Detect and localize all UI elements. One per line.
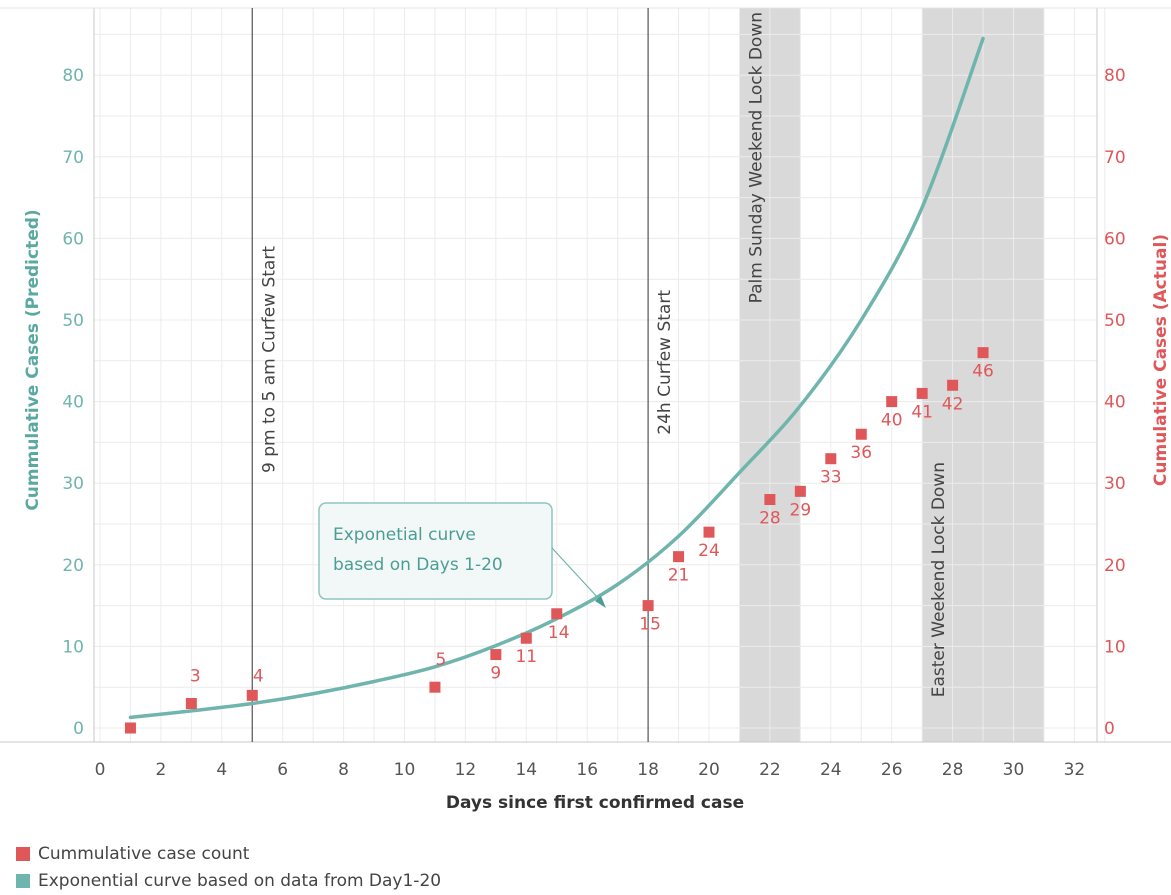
legend-label-case-count: Cummulative case count — [38, 843, 250, 864]
band-label-2: Easter Weekend Lock Down — [929, 462, 949, 697]
x-tick-label: 8 — [338, 760, 349, 780]
data-point — [520, 632, 532, 644]
x-tick-label: 10 — [394, 760, 416, 780]
y-tick-label-right: 0 — [1104, 719, 1115, 739]
exponential-curve-line — [128, 36, 985, 720]
y-tick-label-right: 50 — [1104, 311, 1126, 331]
data-label: 33 — [820, 468, 842, 488]
data-label: 21 — [668, 566, 690, 586]
data-point — [673, 551, 685, 563]
data-point — [916, 387, 928, 399]
reference-line-label-1: 9 pm to 5 am Curfew Start — [259, 246, 279, 473]
x-axis-label: Days since first confirmed case — [446, 793, 744, 813]
annotation-arrowhead — [595, 596, 606, 608]
data-point — [429, 681, 441, 693]
data-label: 3 — [190, 667, 201, 687]
annotation-leader-line — [551, 547, 601, 601]
y-axis-label-left: Cummulative Cases (Predicted) — [23, 209, 43, 510]
data-point — [947, 379, 959, 391]
data-label: 28 — [759, 509, 781, 529]
data-label: 46 — [972, 362, 994, 382]
legend-item-case-count: Cummulative case count — [16, 840, 441, 867]
x-tick-label: 26 — [881, 760, 903, 780]
y-tick-label-left: 20 — [62, 556, 84, 576]
y-tick-label-right: 40 — [1104, 393, 1126, 413]
y-tick-label-left: 50 — [62, 311, 84, 331]
data-point — [124, 722, 136, 734]
data-label: 14 — [548, 623, 570, 643]
legend-swatch-case-count — [16, 846, 30, 861]
x-tick-label: 28 — [942, 760, 964, 780]
x-tick-label: 20 — [698, 760, 720, 780]
data-label: 36 — [850, 443, 872, 463]
band-label-1: Palm Sunday Weekend Lock Down — [746, 12, 766, 303]
y-tick-label-left: 0 — [73, 719, 84, 739]
x-tick-label: 0 — [95, 760, 106, 780]
y-tick-label-left: 80 — [62, 66, 84, 86]
annotation-text-line: Exponetial curve — [333, 525, 476, 545]
x-tick-label: 24 — [820, 760, 842, 780]
data-label: 5 — [436, 650, 447, 670]
x-tick-label: 14 — [515, 760, 537, 780]
data-point — [794, 485, 806, 497]
data-label: 4 — [253, 666, 264, 686]
y-tick-label-left: 10 — [62, 637, 84, 657]
legend-label-exponential: Exponential curve based on data from Day… — [38, 870, 442, 891]
data-point — [855, 428, 867, 440]
data-point — [551, 608, 563, 620]
annotation-text-line: based on Days 1-20 — [333, 555, 503, 575]
x-tick-label: 4 — [216, 760, 227, 780]
y-tick-label-right: 60 — [1104, 229, 1126, 249]
data-point — [246, 689, 258, 701]
data-point — [886, 396, 898, 408]
y-tick-label-left: 40 — [62, 393, 84, 413]
reference-line-label-2: 24h Curfew Start — [655, 290, 675, 435]
data-label: 40 — [881, 411, 903, 431]
y-tick-label-right: 10 — [1104, 637, 1126, 657]
data-label: 9 — [490, 664, 501, 684]
y-tick-label-right: 70 — [1104, 148, 1126, 168]
data-label: 11 — [515, 647, 537, 667]
y-tick-label-right: 80 — [1104, 66, 1126, 86]
y-tick-label-left: 60 — [62, 229, 84, 249]
data-point — [185, 698, 197, 710]
legend-swatch-exponential — [16, 873, 30, 888]
data-label: 24 — [698, 541, 720, 561]
x-tick-label: 2 — [155, 760, 166, 780]
data-point — [703, 526, 715, 538]
data-label: 41 — [911, 402, 933, 422]
data-point — [977, 347, 989, 359]
data-label: 29 — [790, 500, 812, 520]
data-point — [764, 494, 776, 506]
x-tick-label: 16 — [576, 760, 598, 780]
data-point — [825, 453, 837, 465]
y-tick-label-left: 30 — [62, 474, 84, 494]
y-tick-label-right: 20 — [1104, 556, 1126, 576]
x-tick-label: 22 — [759, 760, 781, 780]
y-tick-label-right: 30 — [1104, 474, 1126, 494]
data-label: 15 — [639, 615, 661, 635]
data-label: 42 — [942, 394, 964, 414]
legend-item-exponential: Exponential curve based on data from Day… — [16, 867, 441, 894]
data-point — [642, 600, 654, 612]
y-tick-label-left: 70 — [62, 148, 84, 168]
x-tick-label: 32 — [1064, 760, 1086, 780]
x-tick-label: 30 — [1003, 760, 1025, 780]
legend: Cummulative case count Exponential curve… — [16, 840, 441, 894]
x-tick-label: 18 — [637, 760, 659, 780]
x-tick-label: 6 — [277, 760, 288, 780]
data-point — [490, 649, 502, 661]
x-tick-label: 12 — [455, 760, 477, 780]
y-axis-label-right: Cumulative Cases (Actual) — [1151, 234, 1171, 486]
annotation-box — [318, 502, 553, 600]
